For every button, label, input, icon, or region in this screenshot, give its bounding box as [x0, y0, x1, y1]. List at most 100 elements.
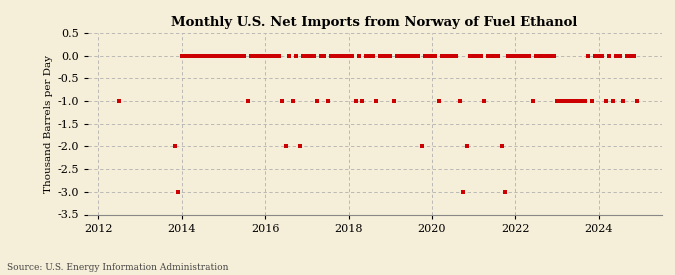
Point	[614, 53, 625, 58]
Point	[236, 53, 246, 58]
Point	[333, 53, 344, 58]
Point	[315, 53, 326, 58]
Point	[611, 53, 622, 58]
Point	[343, 53, 354, 58]
Point	[326, 53, 337, 58]
Point	[267, 53, 277, 58]
Point	[284, 53, 295, 58]
Point	[622, 53, 632, 58]
Point	[288, 99, 298, 103]
Point	[416, 144, 427, 148]
Point	[329, 53, 340, 58]
Point	[246, 53, 256, 58]
Point	[312, 99, 323, 103]
Y-axis label: Thousand Barrels per Day: Thousand Barrels per Day	[44, 55, 53, 193]
Point	[593, 53, 604, 58]
Point	[399, 53, 410, 58]
Point	[489, 53, 500, 58]
Text: Source: U.S. Energy Information Administration: Source: U.S. Energy Information Administ…	[7, 263, 228, 272]
Point	[538, 53, 549, 58]
Point	[183, 53, 194, 58]
Point	[215, 53, 225, 58]
Point	[322, 99, 333, 103]
Point	[364, 53, 375, 58]
Point	[531, 53, 542, 58]
Point	[392, 53, 403, 58]
Point	[454, 99, 465, 103]
Point	[113, 99, 124, 103]
Point	[169, 144, 180, 148]
Point	[346, 53, 357, 58]
Point	[562, 99, 573, 103]
Point	[583, 53, 594, 58]
Point	[486, 53, 497, 58]
Point	[360, 53, 371, 58]
Point	[176, 53, 187, 58]
Point	[559, 99, 570, 103]
Point	[319, 53, 329, 58]
Point	[204, 53, 215, 58]
Point	[187, 53, 198, 58]
Point	[545, 53, 556, 58]
Point	[357, 99, 368, 103]
Point	[277, 99, 288, 103]
Point	[291, 53, 302, 58]
Point	[200, 53, 211, 58]
Point	[242, 99, 253, 103]
Point	[551, 99, 562, 103]
Point	[207, 53, 218, 58]
Point	[409, 53, 420, 58]
Point	[194, 53, 205, 58]
Point	[580, 99, 591, 103]
Point	[625, 53, 636, 58]
Point	[569, 99, 580, 103]
Point	[263, 53, 274, 58]
Point	[632, 99, 643, 103]
Point	[350, 99, 361, 103]
Point	[305, 53, 316, 58]
Point	[402, 53, 413, 58]
Point	[500, 190, 510, 194]
Point	[180, 53, 190, 58]
Point	[520, 53, 531, 58]
Point	[604, 53, 615, 58]
Point	[221, 53, 232, 58]
Point	[572, 99, 583, 103]
Point	[302, 53, 313, 58]
Point	[354, 53, 364, 58]
Point	[541, 53, 552, 58]
Point	[517, 53, 528, 58]
Point	[576, 99, 587, 103]
Point	[566, 99, 576, 103]
Point	[273, 53, 284, 58]
Point	[294, 144, 305, 148]
Point	[496, 144, 507, 148]
Point	[270, 53, 281, 58]
Point	[437, 53, 448, 58]
Point	[608, 99, 618, 103]
Point	[458, 190, 468, 194]
Point	[412, 53, 423, 58]
Point	[281, 144, 292, 148]
Point	[190, 53, 201, 58]
Point	[336, 53, 347, 58]
Point	[444, 53, 455, 58]
Point	[420, 53, 431, 58]
Point	[590, 53, 601, 58]
Point	[597, 53, 608, 58]
Point	[479, 99, 489, 103]
Point	[448, 53, 458, 58]
Point	[225, 53, 236, 58]
Point	[548, 53, 559, 58]
Point	[461, 144, 472, 148]
Point	[385, 53, 396, 58]
Point	[441, 53, 452, 58]
Point	[503, 53, 514, 58]
Point	[493, 53, 504, 58]
Point	[507, 53, 518, 58]
Point	[482, 53, 493, 58]
Point	[628, 53, 639, 58]
Point	[427, 53, 437, 58]
Point	[375, 53, 385, 58]
Point	[388, 99, 399, 103]
